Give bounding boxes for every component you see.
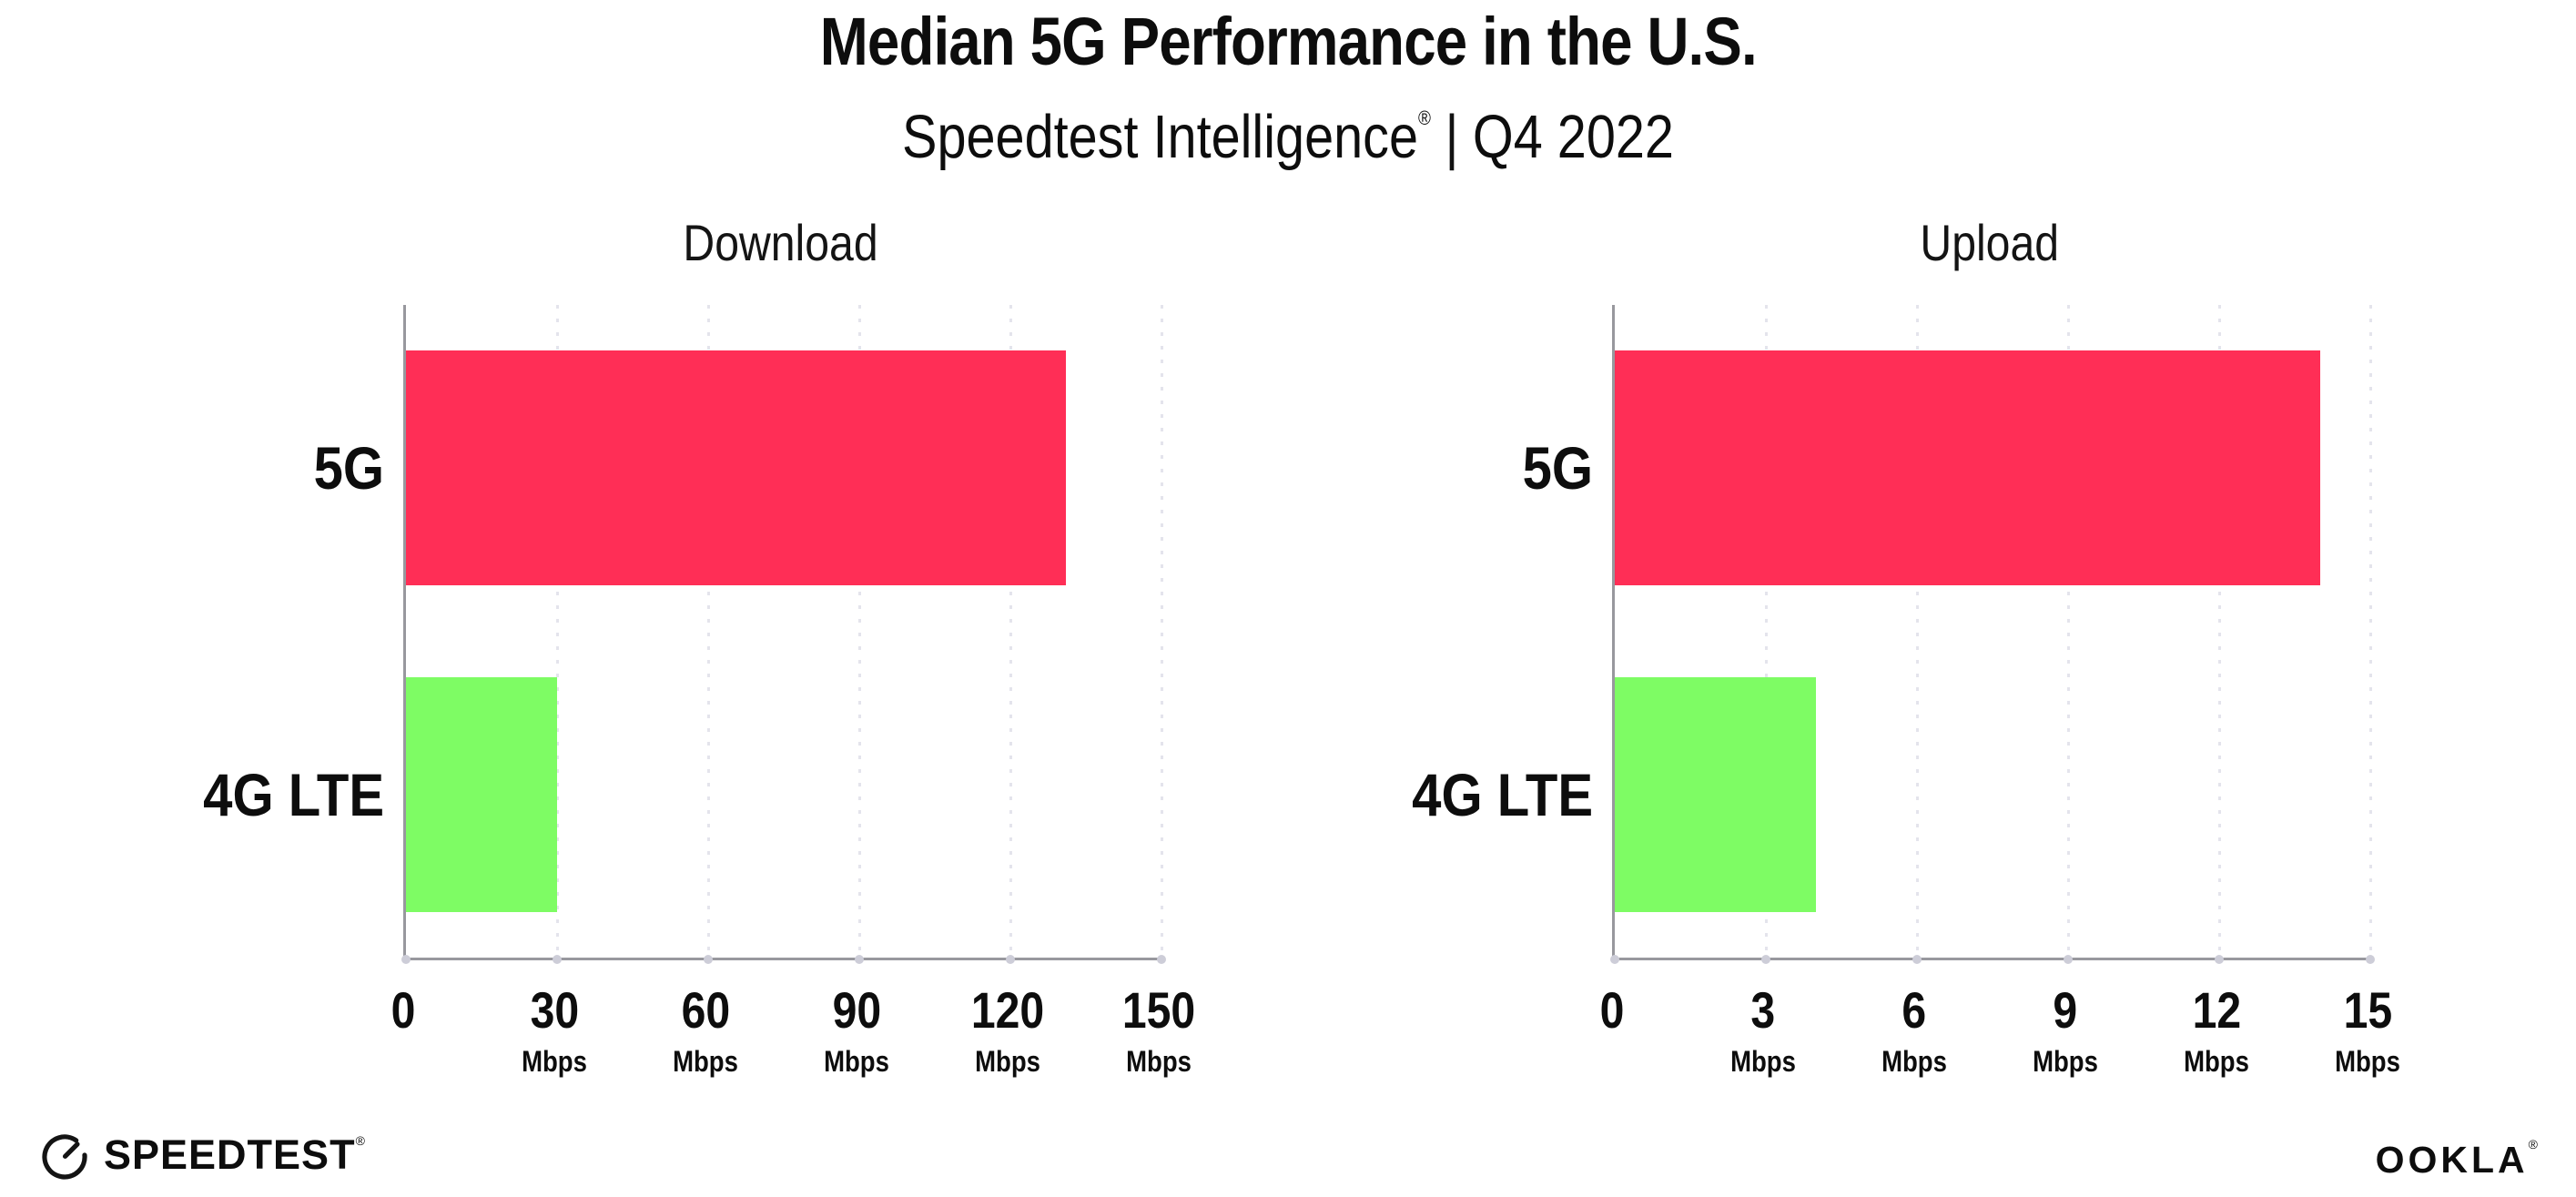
axis-tick-dot-90 [855,955,864,964]
axis-tick-dot-3 [1761,955,1770,964]
x-tick-unit: Mbps [1126,1045,1192,1078]
axis-tick-dot-6 [1912,955,1922,964]
x-tick-3: 3 Mbps [1725,981,1801,1078]
x-tick-9: 9 Mbps [2027,981,2104,1078]
subtitle-product: Speedtest Intelligence [902,103,1419,171]
x-tick-unit: Mbps [1881,1045,1947,1078]
axis-tick-dot-0 [1610,955,1619,964]
gridline-150 [1161,305,1163,958]
x-tick-value: 12 [2192,981,2241,1039]
x-tick-unit: Mbps [824,1045,889,1078]
x-tick-value: 15 [2343,981,2392,1039]
upload-plot-area [1610,305,2375,964]
page-subtitle: Speedtest Intelligence® | Q4 2022 [0,84,2576,172]
ookla-logo: OOKLA® [2376,1138,2541,1179]
x-tick-30: 30 Mbps [516,981,593,1078]
upload-chart: Upload 0 3 Mbps 6 Mbps 9 Mbps 12 Mbps 15 Mbps 5G 4G… [1300,209,2447,1129]
axis-tick-dot-9 [2064,955,2073,964]
speedtest-logo: SPEEDTEST® [38,1127,366,1182]
x-tick-0: 0 [389,985,417,1036]
ookla-wordmark-text: OOKLA [2375,1139,2529,1181]
bar-5g-download [406,350,1066,586]
bar-4g-lte-download [406,676,557,912]
download-chart-title-text: Download [683,214,879,271]
upload-x-axis-ticks: 0 3 Mbps 6 Mbps 9 Mbps 12 Mbps 15 Mbps [1600,981,2400,1103]
y-label-4g-lte: 4G LTE [202,760,384,828]
x-tick-unit: Mbps [673,1045,738,1078]
upload-chart-title: Upload [1612,214,2368,272]
x-tick-value: 30 [530,981,579,1039]
gridline-30 [556,305,559,958]
axis-tick-dot-120 [1006,955,1015,964]
x-tick-value: 0 [1599,981,1625,1039]
axis-tick-dot-0 [401,955,411,964]
gridline-60 [707,305,710,958]
x-tick-unit: Mbps [1730,1045,1796,1078]
download-chart-title: Download [403,214,1159,272]
page-title-text: Median 5G Performance in the U.S. [819,4,1757,79]
x-tick-60: 60 Mbps [667,981,744,1078]
speedtest-gauge-icon [42,1134,87,1180]
x-tick-unit: Mbps [2335,1045,2400,1078]
download-plot-area [401,305,1166,964]
speedtest-wordmark-text: SPEEDTEST [104,1131,356,1178]
ookla-trademark-symbol: ® [2528,1137,2541,1151]
gridline-3 [1765,305,1768,958]
axis-tick-dot-12 [2215,955,2224,964]
x-tick-value: 90 [832,981,881,1039]
download-chart: Download 0 30 Mbps 60 Mbps 90 Mbps 120 Mbps 150 Mb… [91,209,1238,1129]
subtitle-period: Q4 2022 [1472,103,1674,171]
axis-tick-dot-60 [704,955,713,964]
page-title: Median 5G Performance in the U.S. [0,5,2576,79]
x-tick-150: 150 Mbps [1116,981,1201,1078]
speedtest-trademark-symbol: ® [355,1132,366,1148]
bar-5g-upload [1615,350,2320,586]
x-tick-value: 150 [1121,981,1196,1039]
bar-4g-lte-upload [1615,676,1817,912]
x-tick-12: 12 Mbps [2178,981,2255,1078]
x-tick-value: 0 [390,981,416,1039]
y-label-5g: 5G [1522,434,1593,502]
gridline-90 [858,305,861,958]
gridline-6 [1916,305,1919,958]
upload-chart-title-text: Upload [1920,214,2060,271]
x-tick-90: 90 Mbps [818,981,895,1078]
x-tick-unit: Mbps [2033,1045,2098,1078]
registered-trademark-symbol: ® [1418,107,1431,129]
x-tick-value: 9 [2053,981,2078,1039]
x-tick-6: 6 Mbps [1876,981,1952,1078]
gridline-12 [2218,305,2221,958]
download-x-axis-ticks: 0 30 Mbps 60 Mbps 90 Mbps 120 Mbps 150 Mbps [391,981,1196,1103]
y-label-5g: 5G [313,434,384,502]
axis-tick-dot-15 [2366,955,2375,964]
gridline-9 [2067,305,2070,958]
axis-tick-dot-30 [553,955,562,964]
x-tick-unit: Mbps [2184,1045,2249,1078]
gridline-15 [2369,305,2372,958]
x-tick-value: 60 [681,981,730,1039]
y-label-4g-lte: 4G LTE [1411,760,1593,828]
axis-tick-dot-150 [1157,955,1166,964]
subtitle-separator: | [1445,103,1459,171]
x-tick-15: 15 Mbps [2329,981,2406,1078]
x-tick-unit: Mbps [975,1045,1040,1078]
x-tick-unit: Mbps [522,1045,587,1078]
x-tick-value: 6 [1902,981,1927,1039]
x-tick-0: 0 [1597,985,1626,1036]
speedtest-wordmark: SPEEDTEST® [104,1134,366,1175]
x-tick-value: 3 [1750,981,1776,1039]
x-tick-value: 120 [970,981,1045,1039]
page-subtitle-text: Speedtest Intelligence® | Q4 2022 [902,84,1674,172]
gridline-120 [1009,305,1012,958]
x-tick-120: 120 Mbps [965,981,1050,1078]
